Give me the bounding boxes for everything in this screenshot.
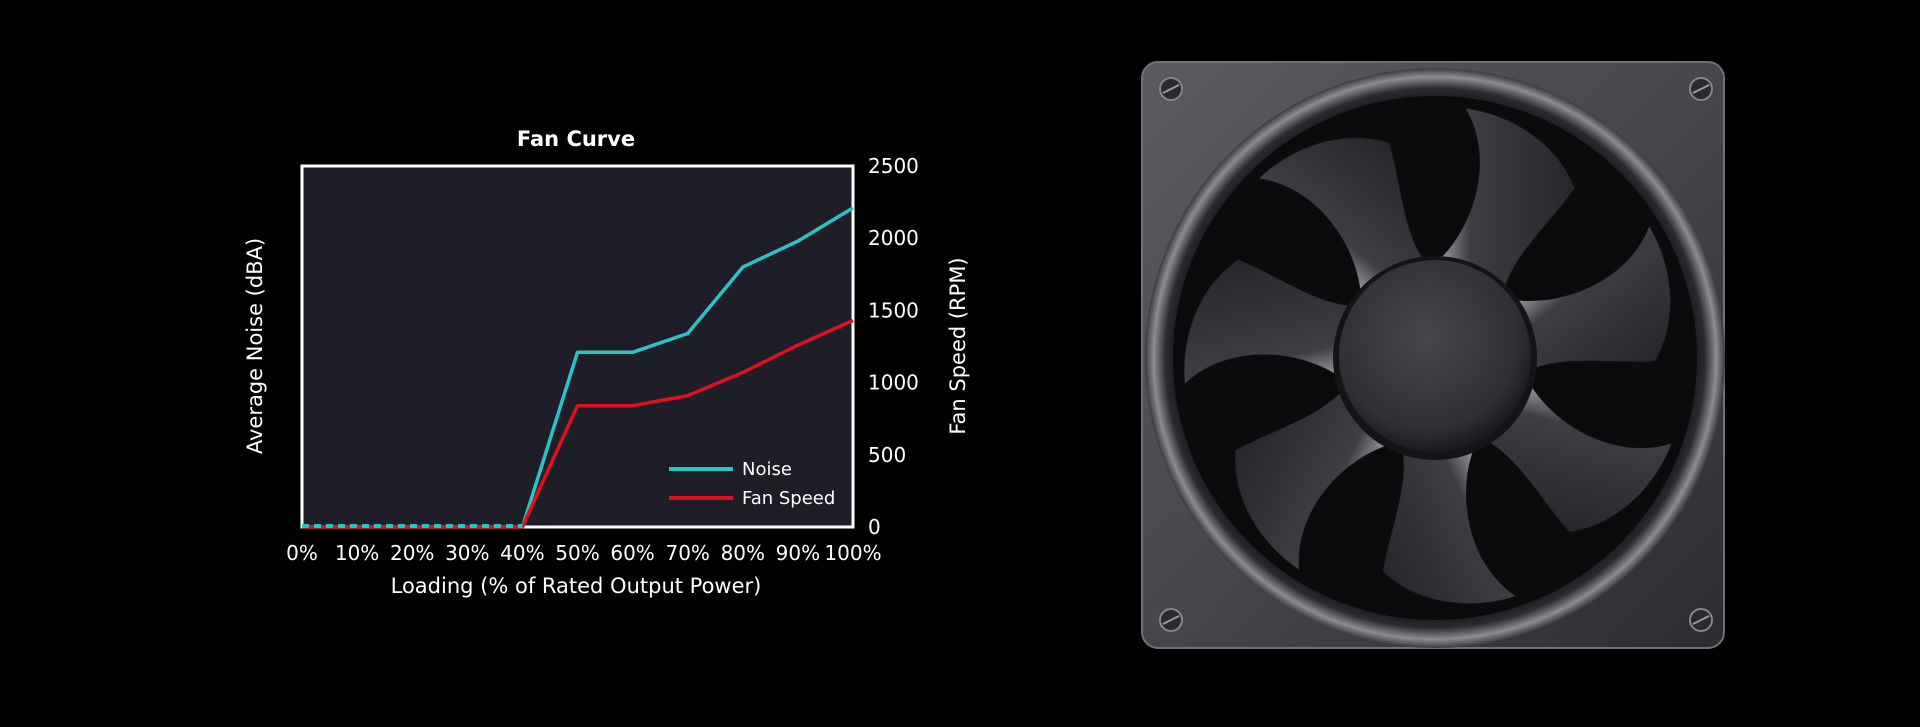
legend: Noise Fan Speed <box>669 459 835 509</box>
series-line-fan-speed <box>302 318 854 529</box>
x-tick-label: 40% <box>500 541 544 565</box>
fan-blade <box>1508 224 1672 370</box>
y-right-tick-label: 1500 <box>868 298 919 322</box>
legend-label: Fan Speed <box>742 488 835 509</box>
chart-marks <box>302 206 854 529</box>
y-right-axis-title: Fan Speed (RPM) <box>946 257 970 434</box>
x-tick-label: 100% <box>824 541 881 565</box>
chart-title: Fan Curve <box>517 127 635 151</box>
y-right-tick-label: 500 <box>868 443 906 467</box>
y-left-axis-title: Average Noise (dBA) <box>243 238 267 454</box>
x-tick-label: 30% <box>445 541 489 565</box>
x-axis-title: Loading (% of Rated Output Power) <box>391 574 762 598</box>
y-right-tick-label: 2000 <box>868 226 919 250</box>
case-fan-icon <box>1141 61 1725 649</box>
x-tick-label: 80% <box>721 541 765 565</box>
fan-curve-chart: Fan Curve 0% 10% 20% 30% 40% 50% 60% 70% 80% 90% 1… <box>243 127 970 598</box>
x-tick-label: 60% <box>610 541 654 565</box>
y-right-tick-label: 0 <box>868 515 881 539</box>
y-right-tick-label: 2500 <box>868 154 919 178</box>
x-tick-label: 20% <box>390 541 434 565</box>
x-tick-label: 50% <box>555 541 599 565</box>
plot-area <box>300 164 855 529</box>
fan-blade <box>1486 378 1673 533</box>
legend-label: Noise <box>742 459 792 480</box>
y-right-tick-labels: 0 500 1000 1500 2000 2500 <box>868 154 919 539</box>
x-tick-label: 70% <box>665 541 709 565</box>
fan-blade <box>1234 389 1395 572</box>
fan-blade <box>1257 137 1425 300</box>
x-tick-label: 10% <box>335 541 379 565</box>
fan-blade <box>1382 443 1518 605</box>
fan-blade <box>1434 107 1576 289</box>
y-right-tick-label: 1000 <box>868 371 919 395</box>
fan-blade <box>1183 258 1352 386</box>
x-tick-label: 0% <box>286 541 318 565</box>
x-tick-label: 90% <box>776 541 820 565</box>
x-tick-labels: 0% 10% 20% 30% 40% 50% 60% 70% 80% 90% 100% <box>286 541 881 565</box>
